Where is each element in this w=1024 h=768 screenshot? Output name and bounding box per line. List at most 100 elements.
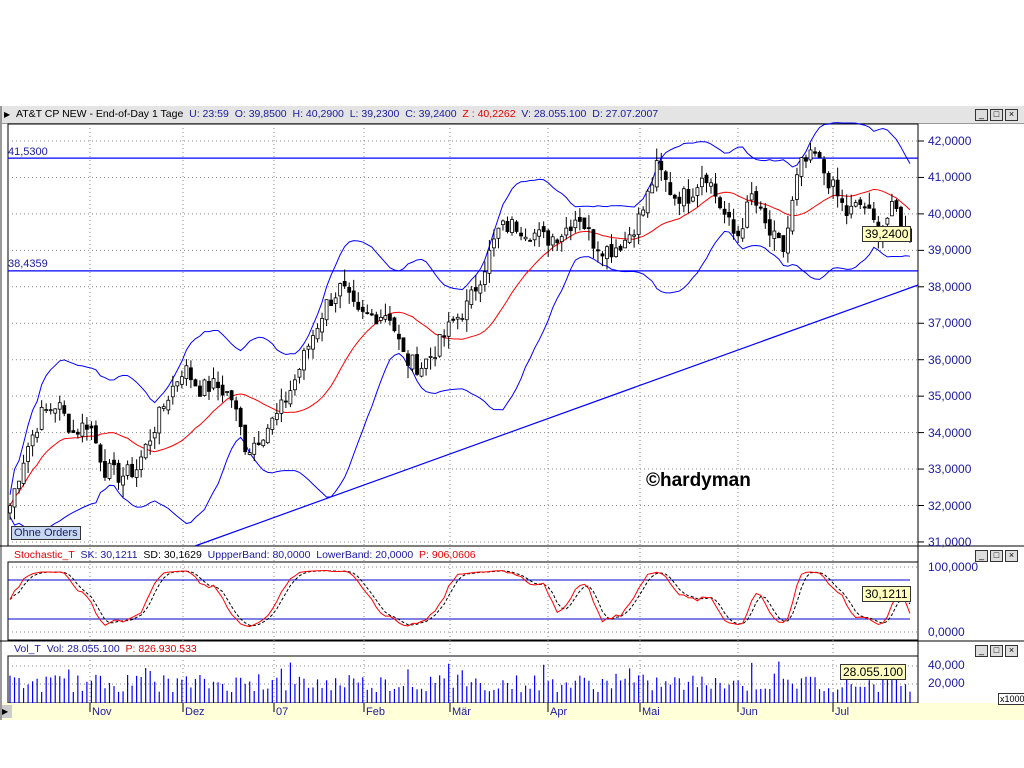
stoch-sk: SK: 30,1211: [80, 549, 138, 561]
candle-body: [727, 211, 731, 218]
candle-body: [229, 390, 234, 401]
z-value: Z : 40,2262: [462, 108, 516, 120]
stoch-name: Stochastic_T: [14, 549, 75, 561]
candle-body: [302, 350, 306, 371]
candle-body: [799, 157, 804, 177]
maximize-button[interactable]: □: [990, 109, 1003, 121]
candle-body: [252, 442, 257, 455]
candle-body: [460, 317, 465, 320]
candle-body: [654, 160, 659, 188]
close-button[interactable]: ×: [1005, 109, 1018, 121]
price-tick: 39,0000: [928, 243, 972, 258]
candle-body: [446, 321, 451, 337]
stoch-current-tag: 30,1211: [862, 586, 911, 602]
candle-body: [107, 462, 112, 479]
candle-body: [754, 191, 759, 206]
stoch-lower: LowerBand: 20,0000: [316, 549, 414, 561]
price-tick: 37,0000: [928, 316, 972, 331]
candle-body: [785, 227, 790, 254]
price-tick: 42,0000: [928, 134, 972, 148]
candle-body: [722, 208, 727, 215]
candle-body: [681, 188, 686, 207]
candle-body: [437, 334, 442, 357]
price-tick: 33,0000: [928, 462, 972, 477]
candle-body: [482, 271, 487, 285]
candle-body: [293, 379, 297, 391]
candle-body: [469, 289, 474, 305]
candle-body: [207, 380, 211, 392]
price-tick: 40,0000: [928, 206, 972, 221]
candle-body: [745, 201, 750, 228]
volume-panel: [7, 655, 919, 704]
candle-body: [596, 249, 600, 252]
open-value: O: 39,8500: [234, 108, 287, 120]
candle-body: [193, 379, 198, 387]
candle-body: [568, 226, 573, 232]
candle-body: [216, 381, 220, 389]
candle-body: [781, 235, 786, 252]
candle-body: [406, 353, 410, 366]
candle-body: [871, 208, 876, 220]
candle-body: [130, 463, 135, 478]
candle-body: [442, 335, 447, 338]
candle-body: [668, 182, 673, 196]
candle-body: [365, 312, 370, 314]
expand-icon[interactable]: ▶: [4, 110, 11, 119]
vol-unit: x1000: [998, 693, 1024, 705]
candle-body: [324, 299, 329, 321]
price-tick: 35,0000: [928, 389, 972, 404]
stoch-maximize-button[interactable]: □: [990, 550, 1003, 562]
candle-body: [718, 197, 722, 209]
candle-body: [66, 413, 71, 433]
stoch-minimize-button[interactable]: _: [975, 550, 988, 562]
candle-body: [890, 200, 894, 217]
candle-body: [378, 316, 383, 321]
candle-body: [505, 220, 510, 232]
month-label: Nov: [92, 706, 112, 718]
candle-body: [274, 413, 279, 420]
candle-body: [247, 452, 252, 455]
candle-body: [347, 287, 352, 293]
scroll-left-icon[interactable]: ▶: [2, 705, 12, 718]
candle-body: [627, 234, 632, 243]
candle-body: [510, 219, 514, 233]
vol-close-button[interactable]: ×: [1005, 645, 1018, 657]
candle-body: [822, 159, 826, 174]
vol-minimize-button[interactable]: _: [975, 645, 988, 657]
candle-body: [184, 365, 189, 379]
stoch-tick-0: 0,0000: [928, 625, 965, 639]
candle-body: [541, 226, 546, 233]
candle-body: [831, 179, 836, 187]
candle-body: [62, 405, 67, 414]
candle-body: [813, 151, 817, 154]
candle-body: [605, 246, 609, 260]
minimize-button[interactable]: _: [975, 109, 988, 121]
candle-body: [691, 196, 695, 202]
candle-body: [397, 333, 401, 340]
candle-body: [709, 182, 713, 187]
candle-body: [75, 431, 80, 435]
candle-body: [776, 232, 781, 239]
candle-body: [600, 253, 605, 257]
high-value: H: 40,2900: [292, 108, 344, 120]
stoch-close-button[interactable]: ×: [1005, 550, 1018, 562]
ohne-orders-button[interactable]: Ohne Orders: [11, 526, 81, 540]
candle-body: [473, 287, 478, 292]
candle-body: [360, 306, 365, 312]
candle-body: [564, 227, 569, 236]
candle-body: [663, 171, 668, 180]
candle-body: [899, 206, 903, 229]
candle-body: [225, 391, 229, 393]
vol-maximize-button[interactable]: □: [990, 645, 1003, 657]
price-tick: 32,0000: [928, 498, 972, 513]
candle-body: [234, 400, 239, 410]
candle-body: [885, 217, 890, 225]
candle-body: [455, 316, 460, 320]
candle-body: [804, 157, 808, 162]
candle-body: [256, 442, 261, 445]
candle-body: [369, 313, 374, 316]
watermark: ©hardyman: [646, 470, 751, 491]
moving-average: [9, 188, 911, 506]
candle-body: [686, 188, 691, 204]
month-label: Dez: [185, 706, 205, 718]
